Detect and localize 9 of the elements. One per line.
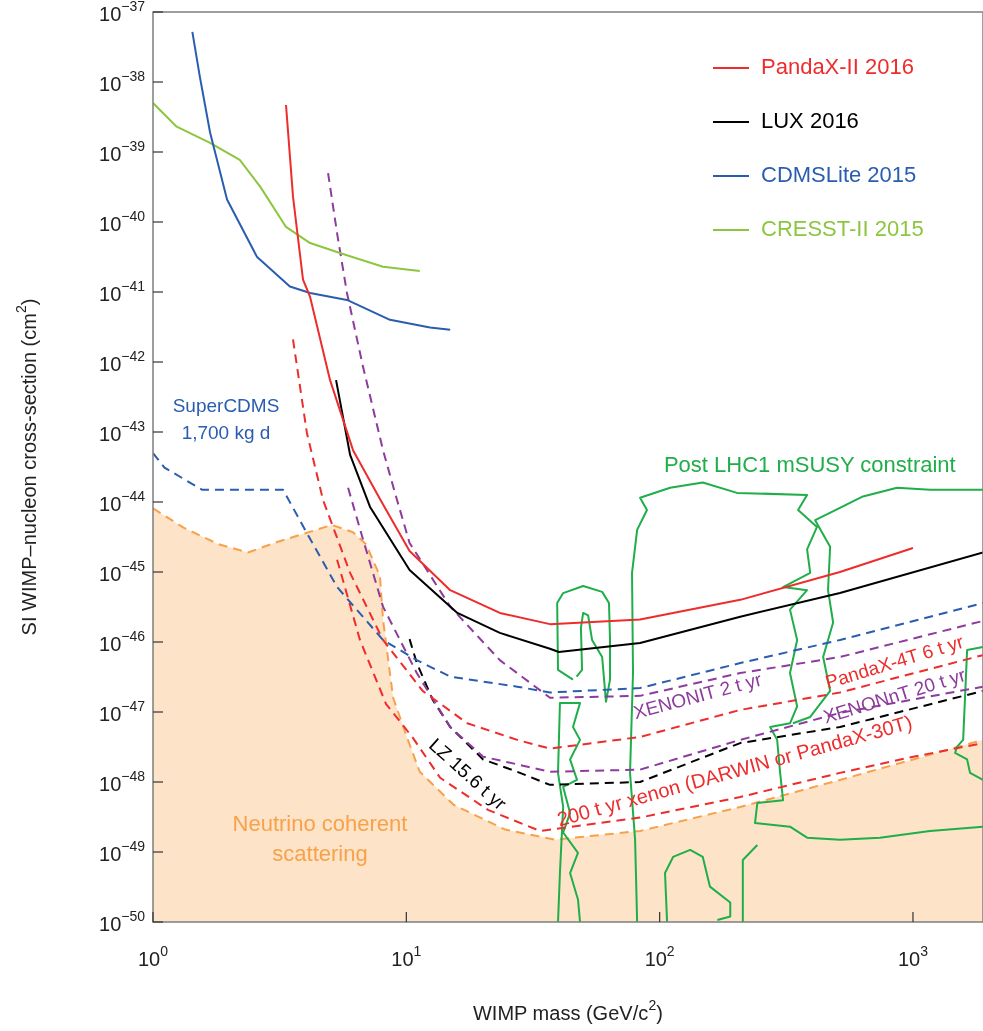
legend-label: CDMSLite 2015 bbox=[761, 162, 917, 188]
series-label: Neutrino coherent scattering bbox=[232, 810, 408, 867]
text: LZ 15.6 t yr bbox=[425, 734, 512, 815]
legend-label: CRESST-II 2015 bbox=[761, 216, 924, 242]
legend-label: LUX 2016 bbox=[761, 108, 859, 134]
legend-label: PandaX-II 2016 bbox=[761, 54, 914, 80]
y-axis-title: SI WIMP–nucleon cross-section (cm2) bbox=[12, 298, 40, 636]
series-label: SuperCDMS 1,700 kg d bbox=[172, 394, 280, 443]
series-label: Post LHC1 mSUSY constraint bbox=[663, 452, 956, 478]
